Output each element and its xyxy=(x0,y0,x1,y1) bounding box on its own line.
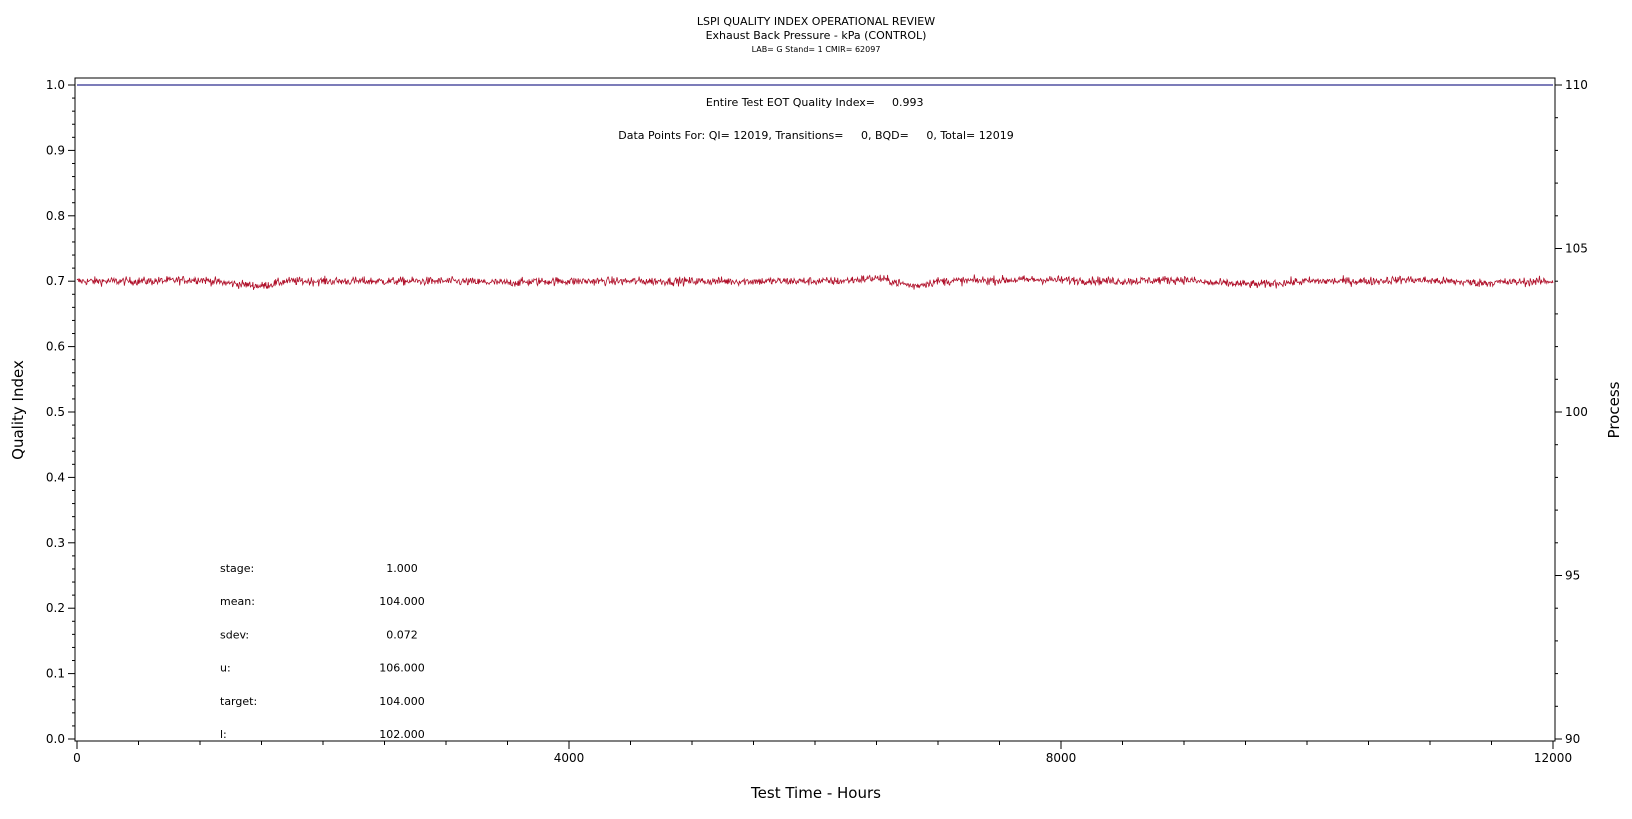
series-line-1 xyxy=(76,274,1554,291)
y-right-tick-label: 95 xyxy=(1565,569,1580,583)
stats-table: stage: 1.000 mean: 104.000 sdev: 0.072 u: 106.0… xyxy=(220,562,425,741)
stat-value: 104.000 xyxy=(379,695,425,708)
stat-value: 102.000 xyxy=(379,728,425,741)
stat-label: mean: xyxy=(220,595,255,608)
stat-label: sdev: xyxy=(220,628,249,641)
stat-value: 104.000 xyxy=(379,595,425,608)
y-right-tick-label: 90 xyxy=(1565,732,1580,746)
y-left-tick-label: 0.0 xyxy=(46,732,65,746)
x-tick-label: 8000 xyxy=(1046,751,1077,765)
chart-subtitle-lab: LAB= G Stand= 1 CMIR= 62097 xyxy=(752,45,881,54)
x-tick-label: 4000 xyxy=(554,751,585,765)
y-axis-right-label: Process xyxy=(1605,381,1623,438)
y-right-tick-label: 110 xyxy=(1565,78,1588,92)
y-axis-right: 90 95 100 105 110 xyxy=(1555,78,1588,746)
y-axis-left-label: Quality Index xyxy=(9,360,27,460)
y-right-tick-label: 100 xyxy=(1565,405,1588,419)
x-axis-label: Test Time - Hours xyxy=(750,784,881,802)
quality-index-label: Entire Test EOT Quality Index= xyxy=(706,96,875,109)
chart-title: LSPI QUALITY INDEX OPERATIONAL REVIEW xyxy=(697,15,935,28)
y-left-tick-label: 0.7 xyxy=(46,274,65,288)
y-left-tick-label: 0.3 xyxy=(46,536,65,550)
plot-frame xyxy=(74,77,1556,742)
stat-value: 1.000 xyxy=(386,562,418,575)
y-left-tick-label: 1.0 xyxy=(46,78,65,92)
y-left-tick-label: 0.1 xyxy=(46,667,65,681)
data-points-text: Data Points For: QI= 12019, Transitions=… xyxy=(618,129,1013,142)
stat-label: stage: xyxy=(220,562,254,575)
series-layer xyxy=(76,84,1554,291)
y-axis-left: 0.0 0.1 0.2 0.3 0.4 0.5 0.6 0.7 0.8 0.9 1.0 xyxy=(46,78,75,746)
quality-index-value: 0.993 xyxy=(892,96,924,109)
y-left-tick-label: 0.8 xyxy=(46,209,65,223)
x-tick-label: 0 xyxy=(73,751,81,765)
stat-value: 0.072 xyxy=(386,628,418,641)
y-left-tick-label: 0.4 xyxy=(46,470,65,484)
chart-subtitle: Exhaust Back Pressure - kPa (CONTROL) xyxy=(706,29,927,42)
x-tick-label: 12000 xyxy=(1534,751,1572,765)
y-right-tick-label: 105 xyxy=(1565,242,1588,256)
stat-value: 106.000 xyxy=(379,662,425,675)
y-left-tick-label: 0.9 xyxy=(46,143,65,157)
y-left-tick-label: 0.6 xyxy=(46,340,65,354)
stat-label: u: xyxy=(220,662,231,675)
stat-label: target: xyxy=(220,695,257,708)
stat-label: l: xyxy=(220,728,227,741)
y-left-tick-label: 0.2 xyxy=(46,601,65,615)
x-axis: 0 4000 8000 12000 xyxy=(73,741,1572,765)
y-left-tick-label: 0.5 xyxy=(46,405,65,419)
